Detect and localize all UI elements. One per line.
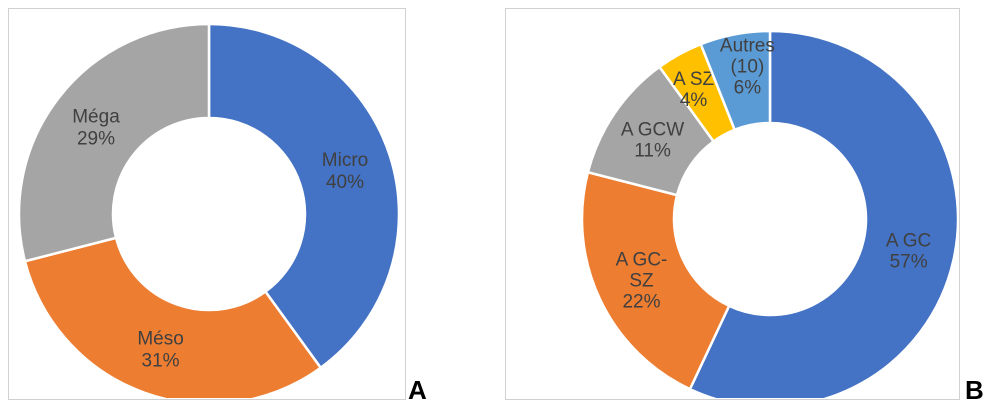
slice-label-line: A GC- <box>616 249 668 270</box>
slice-label-line: Micro <box>322 150 368 171</box>
slice-label-line: Autres <box>720 36 775 57</box>
panel-label-b: B <box>965 375 984 405</box>
slice-label-line: A SZ <box>673 69 715 90</box>
slice-autres <box>699 29 772 132</box>
slice-label-a-gcw: A GCW 11% <box>621 120 684 162</box>
slice-meso <box>23 236 323 406</box>
slice-label-line: Méga <box>72 106 120 127</box>
slice-label-line: 22% <box>622 291 660 312</box>
slice-label-mega: Méga 29% <box>72 106 120 149</box>
slice-label-line: A GCW <box>621 120 684 141</box>
slice-label-line: 40% <box>326 172 364 193</box>
slice-label-line: Méso <box>137 329 183 350</box>
slice-label-line: (10) <box>730 57 764 78</box>
slice-label-line: 31% <box>142 351 180 372</box>
slice-a-gc <box>688 29 960 406</box>
panel-label-a: A <box>408 375 427 405</box>
slice-label-line: 29% <box>77 128 115 149</box>
slice-micro <box>207 22 401 370</box>
chart-a-frame: Micro 40% Méso 31% Méga 29% <box>8 8 406 406</box>
slice-label-a-gc: A GC 57% <box>886 230 931 272</box>
slice-label-line: 11% <box>634 141 671 162</box>
slice-label-autres: Autres (10) 6% <box>720 36 775 99</box>
slice-label-line: A GC <box>886 230 931 251</box>
slice-label-a-gc: A GC-SZ 22% <box>616 249 668 312</box>
slice-mega <box>17 22 211 263</box>
slice-label-line: SZ <box>629 270 654 291</box>
slice-label-micro: Micro 40% <box>322 150 368 193</box>
slice-label-meso: Méso 31% <box>137 329 183 372</box>
donut-chart-b: A GC 57%A GC-SZ 22%A GCW 11%A SZ 4%Autres (10… <box>580 29 960 406</box>
slice-label-a-sz: A SZ 4% <box>673 69 715 111</box>
chart-b-frame: A GC 57% A GC-SZ 22% A GCW 11% A SZ 4% Autres (10… <box>505 8 960 406</box>
slice-label-line: 57% <box>890 251 928 272</box>
slice-label-line: 4% <box>680 90 708 111</box>
slice-a-gc <box>580 170 731 391</box>
donut-chart-a: Micro 40% Méso 31% Méga 29% <box>17 22 401 406</box>
slice-label-line: 6% <box>734 78 762 99</box>
